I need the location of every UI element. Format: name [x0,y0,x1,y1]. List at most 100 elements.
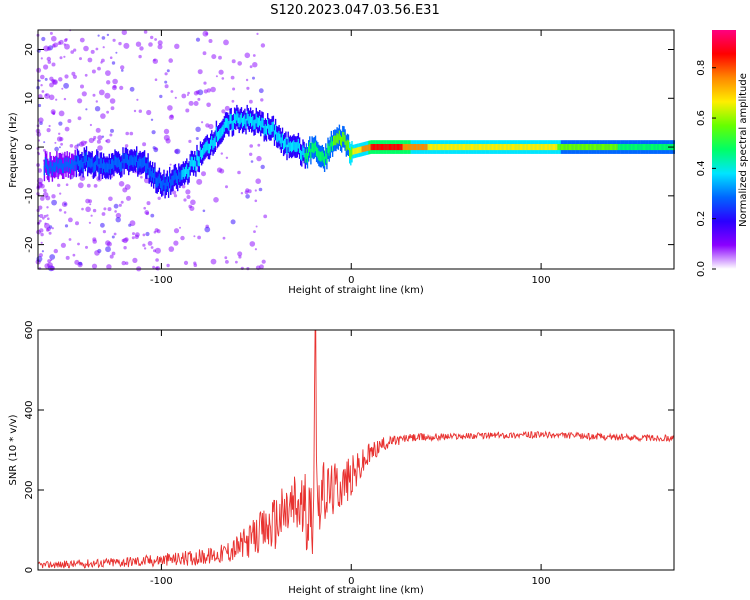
spectrogram-ridge-core [591,144,593,151]
spectrogram-noise-point [95,100,99,103]
spectrogram-ridge-core [497,144,499,151]
spectrogram-ridge-core [349,147,351,158]
spectrogram-noise-point [252,61,258,68]
spectrogram-ridge-core [341,137,343,147]
spectrogram-ridge-core [300,149,302,160]
spectrogram-ridge-core [121,161,123,171]
spectrogram-noise-point [113,232,117,236]
spectrogram-ridge-core [231,121,233,131]
spectrogram-ridge-core [371,144,374,151]
spectrogram-noise-point [188,204,192,209]
spectrogram-ridge-core [547,144,549,151]
spectrogram-ridge-core [363,145,366,152]
spectrogram-noise-point [44,222,50,229]
spectrogram-noise-point [40,232,44,237]
spectrogram-noise-point [174,148,181,155]
spectrogram-ridge-core [514,144,516,151]
spectrogram-ridge-core [80,159,82,170]
spectrogram-ridge-core [612,144,614,151]
spectrogram-ridge-core [214,136,216,147]
spectrogram-ridge-core [303,147,305,158]
spectrogram-ridge-core [419,144,421,151]
spectrogram-ridge-core [101,163,104,174]
spectrogram-noise-point [157,196,161,200]
spectrogram-ridge-core [395,144,398,151]
spectrogram-noise-point [93,184,98,188]
spectrogram-noise-point [81,91,87,97]
spectrogram-ridge-core [314,141,317,152]
spectrogram-ridge-core [588,144,590,151]
spectrogram-ridge-core [222,124,224,135]
spectrogram-ridge-core [104,162,106,172]
spectrogram-ridge-core [126,155,129,165]
spectrogram-ridge-core [189,160,191,170]
spectrogram-ridge-core [356,147,359,154]
spectrogram-ridge-core [636,144,638,151]
spectrogram-noise-point [206,102,211,108]
spectrogram-ridge-core [585,144,588,151]
spectrogram-ridge-core [265,125,268,136]
spectrogram-ridge-core [359,146,361,153]
spectrogram-ridge-core [115,156,117,167]
spectrogram-noise-point [111,61,116,65]
spectrogram-ridge-core [75,161,77,172]
spectrogram-ridge-core [132,157,134,167]
spectrogram-ridge-core [92,163,95,173]
spectrogram-ridge-core [656,144,658,151]
spectrogram-ridge-core [472,144,474,151]
spectrogram-noise-point [100,222,105,228]
spectrogram-noise-point [104,92,111,99]
spectrogram-ridge-core [254,119,256,130]
spectrogram-ridge-core [405,144,408,151]
spectrogram-noise-point [118,41,122,46]
spectrogram-noise-point [221,77,225,80]
spectrogram-ridge-core [473,144,475,151]
spectrogram-noise-point [202,209,206,213]
spectrogram-noise-point [43,64,49,70]
spectrogram-ridge-core [88,157,90,167]
spectrogram-noise-point [80,84,84,89]
spectrogram-ridge-core [200,149,203,160]
spectrogram-ridge-core [466,144,468,151]
spectrogram-ridge-core [286,144,288,155]
spectrogram-ridge-core [338,130,341,141]
spectrogram-noise-point [85,198,90,204]
spectrogram-ridge-core [615,144,617,151]
spectrogram-ridge-core [165,179,167,190]
spectrogram-noise-point [213,197,219,203]
spectrogram-ridge-core [114,155,116,165]
spectrogram-ridge-core [48,166,50,177]
spectrogram-noise-point [154,38,158,41]
spectrogram-ridge-core [500,144,502,151]
spectrogram-noise-point [58,146,61,149]
spectrogram-ridge-core [462,144,465,151]
spectrogram-ridge-core [556,144,558,151]
spectrogram-noise-point [115,212,122,219]
spectrogram-ridge-core [634,144,637,151]
spectrogram-noise-point [79,175,86,181]
spectrogram-noise-point [63,43,66,46]
spectrogram-ridge-core [102,159,105,169]
spectrogram-ridge-core [534,144,536,151]
spectrogram-ridge-core [247,114,249,124]
spectrogram-noise-point [172,190,177,195]
spectrogram-ridge-core [444,144,447,151]
spectrogram-noise-point [60,242,66,248]
spectrogram-ridge-core [232,120,235,130]
spectrogram-noise-point [64,202,67,206]
spectrogram-noise-point [39,214,44,218]
spectrogram-noise-point [114,210,117,213]
spectrogram-ridge-core [546,144,548,151]
spectrogram-ridge-core [241,117,244,128]
spectrogram-ridge-core [526,144,529,151]
spectrogram-ridge-core [230,113,232,124]
figure-title: S120.2023.047.03.56.E31 [270,3,439,18]
spectrogram-ridge-core [552,144,555,151]
spectrogram-noise-point [244,190,249,195]
spectrogram-noise-point [237,170,241,175]
spectrogram-ridge-core [660,144,662,151]
spectrogram-ridge-core [465,144,467,151]
spectrogram-ridge-core [484,144,486,151]
spectrogram-noise-point [37,103,42,108]
spectrogram-ridge-core [296,141,298,152]
